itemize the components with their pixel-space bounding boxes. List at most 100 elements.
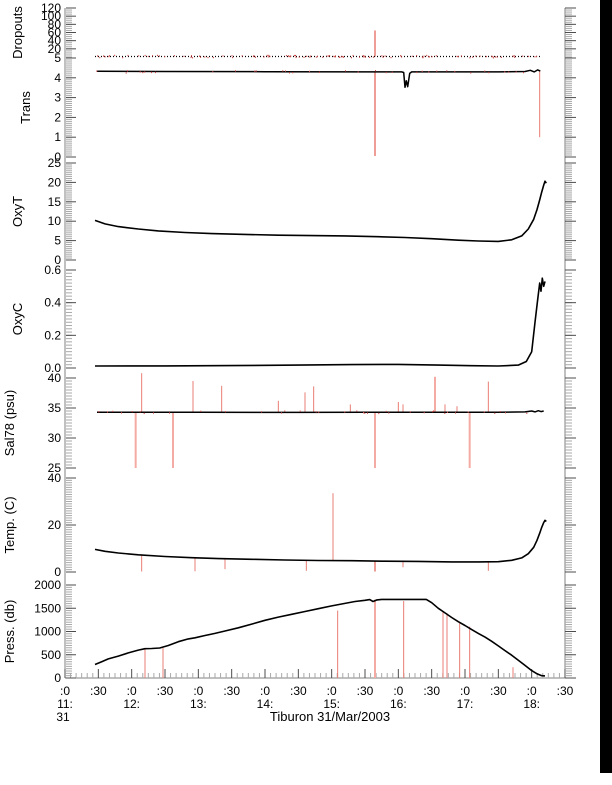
xtick-label: :0 (527, 684, 537, 698)
plot-frame (64, 8, 566, 679)
y-major-ticks: 0 1 2 3 4 5 (54, 51, 576, 164)
trans-trace (96, 69, 541, 89)
x-axis: :0 :30 :0 :30 :0 :30 :0 :30 :0 :30 :0 :30 :0 :30 :0 :30… (56, 669, 574, 724)
xtick-label: :0 (460, 684, 470, 698)
ytick-label: 2000 (34, 578, 61, 592)
sal78-red-specks (98, 410, 528, 415)
ytick-label: 0 (54, 253, 61, 267)
ytick-label: 5 (54, 51, 61, 65)
xtick-label: :0 (60, 684, 70, 698)
y-major-ticks: 0.0 0.2 0.4 0.6 (44, 263, 576, 375)
ytick-label: 20 (48, 518, 62, 532)
y-minor-ticks (66, 162, 572, 261)
xtick-label: :30 (557, 684, 574, 698)
ytick-label: 4 (54, 71, 61, 85)
trans-dropout-spikes (374, 70, 541, 157)
temp-dropout-spikes (141, 493, 489, 572)
xtick-label: :0 (127, 684, 137, 698)
ytick-label: 100 (41, 9, 61, 23)
ytick-label: 15 (48, 195, 62, 209)
ytick-label: 5 (54, 234, 61, 248)
xtick-label: :30 (423, 684, 440, 698)
plot-title: Tiburon 31/Mar/2003 (270, 709, 390, 724)
y-minor-ticks (66, 7, 572, 58)
panel-trans: 0 1 2 3 4 5 Trans (18, 51, 576, 164)
hour-label: 16: (390, 697, 407, 711)
oxyc-trace (94, 277, 546, 367)
window-edge-black-strip (600, 0, 612, 773)
xtick-label: :30 (90, 684, 107, 698)
ytick-label: 0.0 (44, 361, 61, 375)
ytick-label: 0 (54, 671, 61, 685)
ytick-label: 25 (48, 156, 62, 170)
xtick-label: :0 (193, 684, 203, 698)
y-minor-ticks (66, 477, 572, 573)
sal78-dropout-spikes (134, 373, 489, 468)
ytick-label: 2 (54, 110, 61, 124)
hour-label: 18: (523, 697, 540, 711)
y-major-ticks: 0 20 40 (48, 471, 576, 579)
ytick-label: 120 (41, 1, 61, 15)
ytick-label: 25 (48, 461, 62, 475)
press-trace (94, 598, 546, 677)
hour-label: 14: (257, 697, 274, 711)
press-dropout-spikes (144, 599, 514, 678)
ytick-label: 10 (48, 214, 62, 228)
ytick-label: 20 (48, 175, 62, 189)
xtick-label: :0 (393, 684, 403, 698)
hour-label: 13: (190, 697, 207, 711)
panel-oxyc: 0.0 0.2 0.4 0.6 OxyC (10, 263, 576, 375)
ytick-label: 3 (54, 91, 61, 105)
panel-ylabel-dropouts: Dropouts (10, 6, 25, 59)
ytick-label: 0.4 (44, 296, 61, 310)
xtick-label: :30 (490, 684, 507, 698)
sal78-trace (96, 409, 544, 414)
panel-ylabel-oxyt: OxyT (10, 196, 25, 227)
hour-label: 12: (123, 697, 140, 711)
ytick-label: 20 (48, 42, 62, 56)
ytick-label: 80 (48, 17, 62, 31)
ytick-label: 40 (48, 471, 62, 485)
panel-ylabel-press: Press. (db) (2, 600, 17, 664)
y-major-ticks: 25 30 35 40 (48, 371, 576, 475)
xtick-label: :0 (327, 684, 337, 698)
hour-label: 15: (323, 697, 340, 711)
ytick-label: 40 (48, 34, 62, 48)
ytick-label: 0.6 (44, 263, 61, 277)
ytick-label: 0 (54, 565, 61, 579)
day-label: 31 (56, 710, 70, 724)
ytick-label: 1500 (34, 601, 61, 615)
panel-oxyt: 0 5 10 15 20 25 OxyT (10, 156, 576, 267)
ytick-label: 60 (48, 26, 62, 40)
hour-label: 17: (457, 697, 474, 711)
xtick-label: :30 (357, 684, 374, 698)
panel-ylabel-oxyc: OxyC (10, 303, 25, 336)
ytick-label: 30 (48, 431, 62, 445)
y-minor-ticks (66, 269, 572, 369)
hour-label: 11: (57, 697, 73, 711)
temp-trace (94, 519, 547, 563)
xtick-label: :30 (290, 684, 307, 698)
oxyt-trace (94, 180, 547, 243)
ytick-label: 35 (48, 401, 62, 415)
panel-press: 0 500 1000 1500 2000 Press. (db) (2, 578, 576, 685)
trans-red-specks (96, 70, 524, 74)
ytick-label: 1000 (34, 625, 61, 639)
dropouts-red-specks (97, 54, 538, 59)
xtick-label: :0 (260, 684, 270, 698)
ytick-label: 0.2 (44, 328, 61, 342)
panel-ylabel-temp: Temp. (C) (2, 496, 17, 553)
ytick-label: 1 (54, 130, 61, 144)
y-major-ticks: 0 5 10 15 20 25 (48, 156, 576, 267)
y-major-ticks: 0 500 1000 1500 2000 (34, 578, 576, 685)
panel-temp: 0 20 40 Temp. (C) (2, 471, 576, 579)
ytick-label: 0 (54, 150, 61, 164)
xtick-label: :30 (157, 684, 174, 698)
xtick-label: :30 (223, 684, 240, 698)
ytick-label: 40 (48, 371, 62, 385)
ytick-label: 500 (41, 648, 61, 662)
